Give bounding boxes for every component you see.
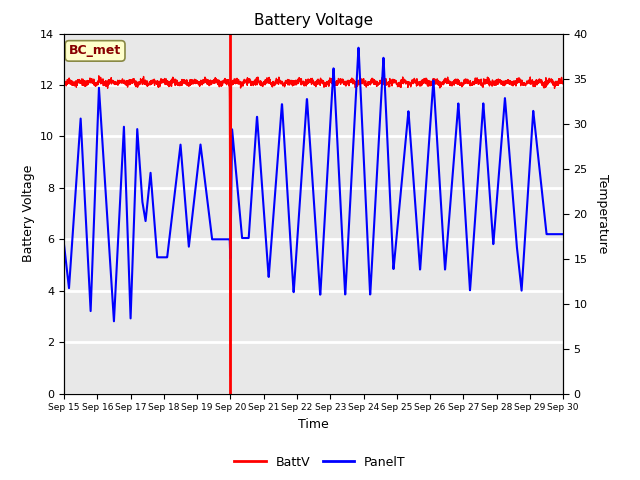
Y-axis label: Battery Voltage: Battery Voltage xyxy=(22,165,35,262)
Y-axis label: Temperature: Temperature xyxy=(596,174,609,253)
X-axis label: Time: Time xyxy=(298,418,329,431)
Text: BC_met: BC_met xyxy=(69,44,121,58)
Title: Battery Voltage: Battery Voltage xyxy=(254,13,373,28)
Legend: BattV, PanelT: BattV, PanelT xyxy=(229,451,411,474)
